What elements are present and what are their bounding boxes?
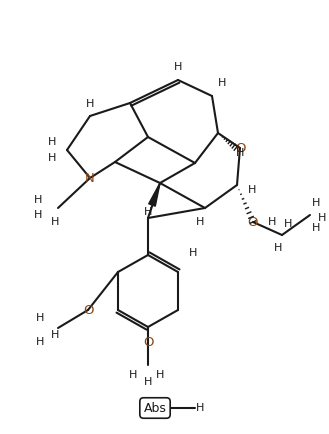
Text: H: H: [196, 403, 204, 413]
Text: H: H: [236, 148, 244, 158]
Text: Abs: Abs: [143, 401, 166, 414]
Text: H: H: [86, 99, 94, 109]
Text: H: H: [144, 377, 152, 387]
Text: H: H: [129, 370, 137, 380]
Text: H: H: [312, 223, 320, 233]
Text: O: O: [83, 303, 93, 316]
Text: H: H: [274, 243, 282, 253]
Text: H: H: [51, 330, 59, 340]
Text: H: H: [36, 313, 44, 323]
Text: H: H: [189, 248, 197, 258]
Text: H: H: [268, 217, 276, 227]
Text: H: H: [174, 62, 182, 72]
Text: H: H: [34, 195, 42, 205]
Text: O: O: [235, 141, 245, 155]
Text: H: H: [218, 78, 226, 88]
Text: H: H: [48, 137, 56, 147]
Text: H: H: [156, 370, 164, 380]
Text: H: H: [34, 210, 42, 220]
Text: H: H: [144, 207, 152, 217]
Text: H: H: [284, 219, 292, 229]
Text: H: H: [248, 185, 256, 195]
Text: H: H: [51, 217, 59, 227]
Text: H: H: [196, 217, 204, 227]
Text: O: O: [248, 216, 258, 228]
Text: H: H: [36, 337, 44, 347]
Text: H: H: [318, 213, 326, 223]
Text: H: H: [48, 153, 56, 163]
Text: N: N: [85, 171, 95, 184]
Text: O: O: [143, 336, 153, 349]
Polygon shape: [149, 183, 160, 206]
Text: H: H: [312, 198, 320, 208]
